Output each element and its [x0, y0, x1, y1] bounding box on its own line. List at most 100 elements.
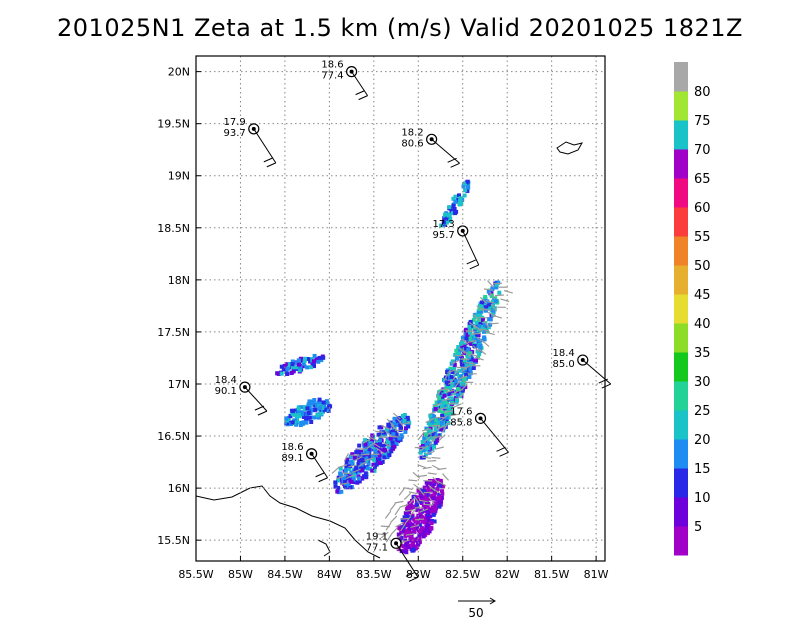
- x-tick-label: 85W: [228, 568, 253, 581]
- shading-cell: [462, 377, 467, 382]
- shading-cell: [427, 482, 432, 486]
- shading-cell: [448, 217, 453, 221]
- shading-cell: [317, 355, 322, 360]
- wind-barb-staff: [351, 71, 369, 96]
- wind-vector: [422, 456, 432, 459]
- shading-cell: [309, 420, 314, 424]
- wind-vector: [428, 496, 435, 505]
- wind-vector: [388, 435, 399, 438]
- wind-vector: [457, 346, 466, 354]
- colorbar-label: 65: [694, 172, 711, 187]
- shading-cell: [385, 440, 390, 445]
- wind-vector: [480, 328, 490, 332]
- shading-cell: [432, 519, 437, 524]
- shading-cell: [420, 519, 425, 524]
- wind-vector: [483, 288, 493, 291]
- shading-cell: [290, 409, 295, 414]
- shading-cell: [370, 468, 375, 473]
- shading-cell: [465, 368, 470, 373]
- shading-cell: [491, 310, 496, 315]
- shading-cell: [417, 513, 422, 518]
- shading-cell: [411, 547, 416, 552]
- station-bottom-label: 80.6: [401, 138, 423, 149]
- shading-cell: [392, 416, 397, 421]
- shading-cell: [372, 465, 377, 469]
- shading-cell: [439, 404, 444, 409]
- wind-vector: [403, 492, 412, 501]
- shading-cell: [388, 436, 393, 441]
- wind-vector: [500, 298, 510, 303]
- shading-cell: [387, 453, 392, 457]
- wind-vector: [396, 418, 404, 427]
- shading-cell: [296, 362, 301, 367]
- colorbar-segment: [674, 381, 688, 411]
- shading-cell: [427, 518, 431, 523]
- wind-vector: [474, 325, 483, 332]
- shading-cell: [317, 397, 322, 402]
- shading-cell: [453, 194, 458, 199]
- wind-vector: [476, 305, 485, 312]
- shading-cell: [377, 461, 382, 465]
- wind-vector: [493, 315, 503, 319]
- shading-cell: [466, 341, 471, 346]
- shading-cell: [364, 455, 369, 460]
- shading-cell: [446, 415, 451, 420]
- shading-cell: [437, 408, 442, 413]
- shading-cell: [338, 471, 343, 476]
- shading-cell: [480, 324, 485, 329]
- shading-cell: [437, 417, 442, 422]
- shading-cell: [424, 432, 429, 437]
- station-bottom-label: 89.1: [281, 453, 303, 464]
- shading-cell: [476, 329, 481, 334]
- shading-cell: [357, 476, 362, 481]
- shading-cell: [426, 493, 431, 498]
- shading-cell: [298, 365, 303, 370]
- wind-vector: [408, 491, 418, 495]
- shading-cell: [457, 193, 461, 198]
- cayman-outline: [556, 141, 584, 155]
- wind-vector: [437, 480, 447, 487]
- shading-cell: [415, 495, 420, 500]
- shading-cell: [475, 349, 480, 354]
- wind-vector: [478, 316, 488, 319]
- wind-vector: [460, 384, 468, 392]
- wind-vector: [395, 533, 404, 540]
- wind-vector: [483, 320, 490, 329]
- shading-cell: [473, 334, 478, 339]
- shading-cell: [463, 346, 468, 351]
- wind-barb-flag: [598, 378, 608, 384]
- shading-cell: [338, 466, 343, 471]
- shading-cell: [319, 411, 324, 416]
- shading-cell: [471, 366, 476, 370]
- shading-cell: [435, 487, 440, 492]
- wind-vector: [368, 436, 378, 441]
- wind-vector: [432, 476, 440, 484]
- shading-cell: [357, 451, 362, 456]
- shading-cell: [443, 212, 448, 217]
- shading-cell: [474, 358, 478, 363]
- shading-cell: [409, 530, 414, 535]
- colorbar-label: 75: [694, 114, 711, 129]
- shading-cell: [363, 442, 368, 447]
- wind-vector: [360, 453, 370, 456]
- wind-vector: [494, 294, 504, 297]
- shading-cell: [346, 476, 350, 481]
- station-bottom-label: 85.0: [553, 359, 575, 370]
- wind-vector: [443, 372, 450, 382]
- x-tick-label: 81.5W: [534, 568, 569, 581]
- shading-cell: [444, 400, 449, 405]
- shading-cell: [426, 513, 430, 518]
- wind-vector: [425, 450, 435, 455]
- wind-barb-staff: [311, 453, 329, 479]
- shading-cell: [398, 423, 403, 428]
- shading-cell: [428, 429, 433, 434]
- wind-vector: [452, 368, 460, 377]
- shading-cell: [429, 489, 434, 494]
- station-top-label: 18.4: [215, 375, 237, 386]
- shading-cell: [314, 356, 319, 361]
- shading-cell: [422, 489, 427, 494]
- shading-cell: [349, 459, 353, 464]
- shading-cell: [305, 415, 310, 420]
- shading-cell: [297, 414, 302, 419]
